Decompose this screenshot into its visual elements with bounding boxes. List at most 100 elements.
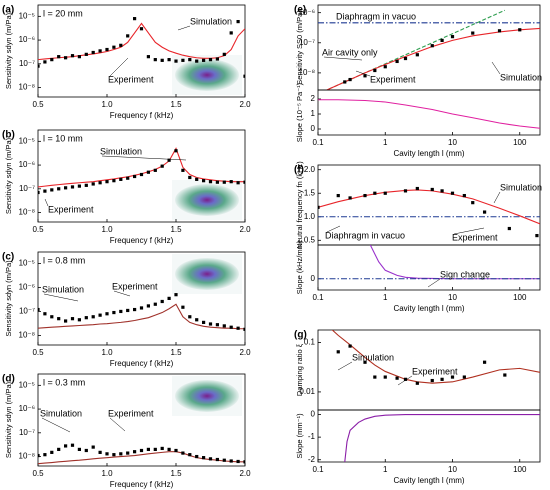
x-tick-label: 10 (448, 138, 457, 147)
data-point (146, 447, 150, 452)
data-point (202, 58, 206, 62)
data-point (38, 64, 40, 68)
data-point (222, 324, 226, 328)
data-point (50, 58, 54, 62)
data-point (208, 457, 213, 461)
y-tick-label: 10⁻⁸ (19, 331, 36, 340)
series-label: Experiment (112, 281, 158, 291)
y-tick-label: 1.0 (304, 212, 316, 221)
x-tick-label: 100 (513, 293, 527, 302)
x-axis-label: Frequency f (kHz) (110, 480, 174, 489)
data-point (139, 172, 144, 177)
chart-panel: 0 0.1 1 10 100 Cavity length l (mm) Slope (kHz… (295, 240, 541, 313)
x-tick-label: 2.0 (239, 225, 251, 234)
x-tick-label: 1.0 (101, 469, 113, 478)
x-tick-label: 0.1 (312, 293, 324, 302)
data-point (160, 299, 164, 304)
y-tick-label: 10⁻⁸ (19, 208, 36, 217)
data-point (229, 459, 233, 463)
x-axis-label: Cavity length l (mm) (393, 304, 464, 313)
leader-line (109, 417, 126, 432)
data-point (64, 319, 68, 323)
data-point (77, 318, 81, 322)
data-point (174, 149, 178, 153)
data-point (70, 443, 75, 447)
x-tick-label: 1.0 (101, 348, 113, 357)
data-point (430, 187, 434, 192)
leader-line (493, 191, 501, 204)
data-point (383, 65, 387, 69)
data-point (84, 316, 88, 320)
data-point (174, 59, 178, 63)
data-point (202, 456, 206, 460)
x-tick-label: 2.0 (239, 100, 251, 109)
data-point (336, 350, 340, 354)
data-point (105, 180, 109, 184)
data-point (195, 59, 199, 63)
chart-panel: 0 1 2 0.1 1 10 100 Cavity length l (mm) Slope (1… (295, 82, 541, 158)
x-axis-label: Cavity length l (mm) (393, 476, 464, 485)
series-label: Diaphragm in vacuo (336, 11, 416, 21)
data-point (243, 74, 245, 78)
data-point (440, 189, 444, 193)
data-point (174, 448, 178, 453)
y-tick-label: 10⁻⁶ (299, 8, 315, 17)
annotation: l = 0.3 mm (43, 377, 85, 387)
data-point (243, 180, 245, 184)
data-point (348, 77, 352, 82)
series-label: Simulation (500, 72, 542, 82)
data-point (57, 55, 61, 59)
data-point (126, 451, 130, 455)
data-point (98, 49, 102, 53)
data-point (126, 308, 130, 313)
annotation: l = 10 mm (43, 133, 83, 143)
y-tick-label: 10⁻⁶ (19, 404, 35, 413)
data-point (167, 447, 171, 452)
y-tick-label: 10⁻⁵ (19, 136, 35, 145)
data-point (174, 293, 178, 297)
leader-line (491, 61, 501, 75)
plot-area (38, 443, 245, 465)
chart-panel: 10⁻⁵ 10⁻⁶ 10⁻⁷ 10⁻⁸ 0.5 1.0 1.5 2.0 Frequency f … (2, 129, 251, 245)
panel-label: (d) (2, 374, 15, 385)
y-tick-label: -1 (308, 432, 316, 441)
data-point (119, 177, 123, 181)
data-point (440, 38, 444, 43)
panel-label: (g) (294, 330, 307, 341)
data-point (222, 180, 226, 184)
plot-area (318, 99, 540, 129)
data-point (43, 312, 47, 316)
data-point (383, 375, 387, 379)
data-point (462, 193, 466, 198)
data-point (57, 187, 61, 191)
plot-area (318, 186, 540, 238)
data-point (415, 381, 419, 385)
data-point (153, 302, 157, 306)
data-point (98, 181, 102, 185)
y-tick-label: 10⁻⁷ (19, 428, 35, 437)
data-point (348, 344, 352, 348)
data-point (126, 34, 130, 38)
data-point (395, 376, 399, 380)
data-point (126, 176, 130, 180)
panel-label: (c) (2, 252, 14, 263)
x-axis-label: Cavity length l (mm) (393, 149, 464, 158)
data-point (91, 315, 95, 319)
series-label: Experiment (452, 232, 498, 242)
series-label: Experiment (48, 204, 94, 214)
plot-frame (317, 409, 541, 463)
data-point (98, 313, 102, 317)
data-point (535, 233, 539, 238)
data-point (153, 168, 157, 172)
leader-line (326, 225, 341, 233)
data-point (229, 325, 233, 329)
data-point (70, 317, 75, 321)
inset-membrane (175, 380, 239, 412)
data-point (403, 56, 408, 61)
data-point (222, 52, 226, 56)
y-axis-label: Sensitivity sdyn (m/Pa) (4, 12, 13, 89)
leader-line (109, 57, 129, 77)
y-tick-label: 10⁻⁵ (19, 380, 35, 389)
data-point (450, 375, 455, 379)
